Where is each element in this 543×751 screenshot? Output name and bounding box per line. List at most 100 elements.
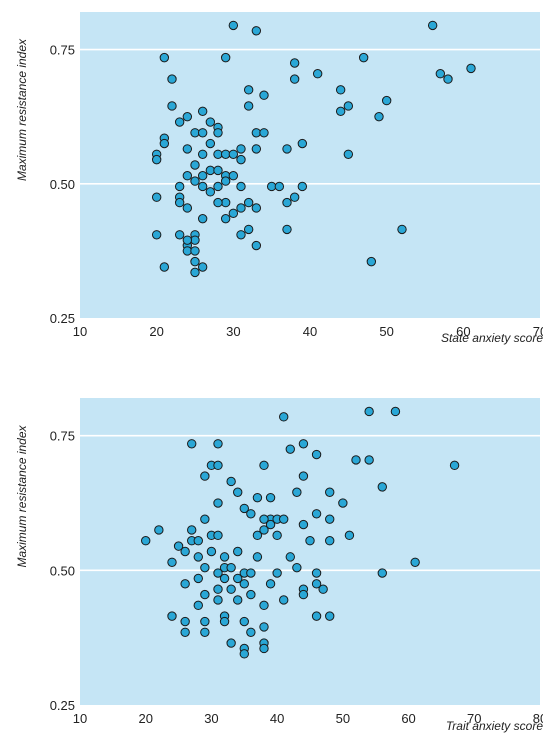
data-point: [213, 181, 223, 192]
data-point: [259, 600, 269, 611]
data-point: [246, 568, 256, 578]
data-point: [311, 611, 322, 621]
data-point: [174, 117, 185, 127]
data-point: [236, 230, 246, 240]
data-point: [220, 52, 231, 63]
data-point: [205, 117, 216, 127]
data-point: [193, 536, 203, 546]
data-point: [265, 492, 276, 503]
data-point: [226, 638, 236, 648]
data-point: [351, 455, 361, 465]
data-point: [246, 589, 256, 600]
data-point: [251, 203, 262, 213]
data-point: [298, 589, 309, 600]
data-point: [190, 160, 200, 170]
data-point: [190, 176, 200, 186]
data-point: [213, 149, 223, 159]
data-point: [197, 106, 208, 117]
data-point: [228, 171, 239, 181]
data-point: [151, 230, 162, 240]
data-point: [435, 69, 446, 79]
data-point: [180, 579, 190, 589]
data-point: [236, 203, 246, 213]
data-point: [219, 552, 230, 562]
x-axis-label: Trait anxiety score: [446, 719, 543, 733]
data-point: [335, 106, 346, 117]
data-point: [239, 649, 249, 659]
data-point: [200, 589, 210, 600]
data-point: [289, 58, 300, 68]
data-point: [200, 514, 210, 524]
data-point: [174, 197, 185, 208]
data-point: [298, 471, 309, 481]
data-point: [159, 138, 170, 149]
data-point: [197, 149, 208, 159]
x-tick-label: 60: [401, 711, 415, 726]
y-tick-label: 0.75: [50, 429, 75, 444]
y-tick-label: 0.25: [50, 698, 75, 713]
data-point: [182, 246, 193, 256]
data-point: [285, 552, 295, 562]
data-point: [182, 235, 193, 245]
data-point: [200, 627, 210, 637]
data-point: [243, 224, 254, 235]
data-point: [325, 536, 335, 546]
data-point: [220, 213, 231, 224]
data-point: [197, 213, 208, 224]
scatter-plot-2: 0.25 0.50 0.75 10 20 30 40 50 60 70 80Trait anxiet…: [15, 398, 543, 733]
data-point: [397, 224, 407, 235]
data-point: [228, 208, 239, 219]
data-point: [298, 519, 309, 530]
data-point: [325, 487, 335, 497]
data-point: [252, 552, 263, 562]
data-point: [243, 197, 254, 208]
data-point: [167, 101, 177, 111]
data-point: [220, 176, 231, 186]
data-point: [251, 128, 262, 138]
data-point: [228, 149, 239, 159]
data-point: [213, 568, 223, 578]
data-point: [190, 128, 200, 138]
data-point: [200, 616, 210, 627]
data-point: [318, 584, 328, 594]
data-point: [193, 573, 203, 584]
data-point: [205, 138, 216, 149]
y-axis-label: Maximum resistance index: [15, 38, 29, 181]
data-point: [167, 557, 177, 567]
data-point: [239, 616, 249, 627]
data-point: [251, 240, 262, 251]
data-point: [226, 562, 236, 573]
data-point: [213, 439, 223, 449]
x-tick-label: 30: [204, 711, 218, 726]
data-point: [311, 509, 322, 519]
data-point: [282, 197, 292, 208]
data-point: [279, 595, 289, 605]
data-point: [197, 171, 208, 181]
data-point: [252, 530, 263, 541]
data-point: [167, 74, 177, 84]
data-point: [366, 256, 377, 267]
x-tick-label: 80: [533, 711, 543, 726]
plot-area: [80, 12, 540, 318]
data-point: [364, 455, 374, 465]
data-point: [200, 471, 210, 481]
data-point: [377, 568, 387, 578]
data-point: [246, 509, 256, 519]
data-point: [344, 530, 355, 541]
data-point: [205, 187, 216, 197]
data-point: [259, 514, 269, 524]
x-tick-label: 70: [533, 324, 543, 339]
data-point: [272, 568, 282, 578]
data-point: [213, 460, 223, 471]
data-point: [312, 69, 323, 79]
data-point: [282, 224, 292, 235]
data-point: [197, 262, 208, 272]
data-point: [190, 267, 200, 278]
x-tick-label: 10: [73, 711, 87, 726]
data-point: [243, 85, 254, 95]
y-tick-label: 0.50: [50, 563, 75, 578]
data-point: [285, 444, 295, 454]
data-point: [289, 192, 300, 202]
data-point: [292, 487, 302, 497]
